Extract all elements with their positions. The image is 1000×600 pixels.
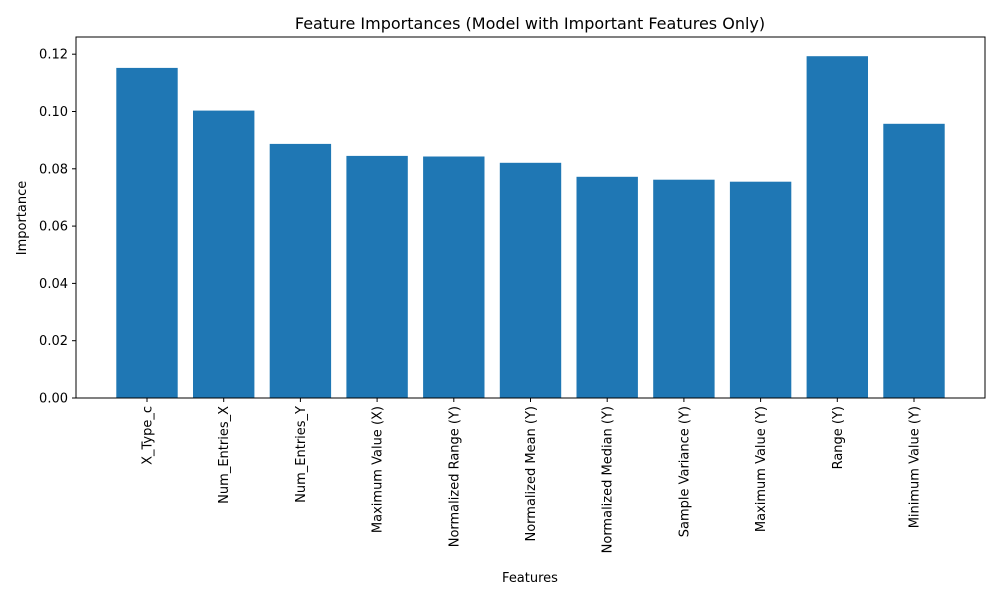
y-tick-label: 0.04 — [39, 277, 68, 292]
y-axis-ticks: 0.00 0.02 0.04 0.06 0.08 0.10 0.12 — [39, 48, 76, 407]
bar-6 — [576, 176, 638, 398]
y-tick-label: 0.06 — [39, 220, 68, 235]
x-tick-label: Range (Y) — [831, 406, 846, 469]
bar-4 — [423, 156, 485, 398]
x-axis-label: Features — [502, 571, 558, 586]
y-tick-label: 0.12 — [39, 48, 68, 63]
x-tick-label: Minimum Value (Y) — [908, 406, 923, 528]
bar-9 — [806, 56, 868, 398]
bar-1 — [193, 110, 255, 398]
x-tick-label: Num_Entries_Y — [294, 406, 309, 503]
plot-frame — [75, 36, 986, 399]
x-tick-label: Sample Variance (Y) — [677, 406, 692, 537]
x-tick-label: Normalized Mean (Y) — [524, 406, 539, 542]
y-tick-label: 0.02 — [39, 334, 68, 349]
x-tick-label: Normalized Range (Y) — [447, 406, 462, 547]
bar-10 — [883, 123, 945, 399]
y-axis-label: Importance — [15, 181, 30, 256]
y-tick-label: 0.08 — [39, 162, 68, 177]
bars-group — [116, 56, 945, 399]
bar-5 — [499, 162, 562, 398]
bar-7 — [653, 179, 715, 398]
x-tick-label: Maximum Value (X) — [371, 406, 386, 533]
bar-8 — [729, 181, 792, 398]
x-axis-ticks: X_Type_c Num_Entries_X Num_Entries_Y Maximu… — [141, 398, 923, 553]
y-tick-label: 0.10 — [39, 105, 68, 120]
bar-2 — [269, 143, 332, 398]
x-tick-label: Normalized Median (Y) — [601, 406, 616, 553]
x-tick-label: Num_Entries_X — [217, 406, 232, 504]
x-tick-label: X_Type_c — [141, 406, 156, 465]
bar-0 — [116, 67, 178, 399]
y-tick-label: 0.00 — [39, 392, 68, 407]
chart-title: Feature Importances (Model with Importan… — [295, 14, 765, 33]
x-tick-label: Maximum Value (Y) — [754, 406, 769, 532]
bar-3 — [346, 155, 408, 398]
